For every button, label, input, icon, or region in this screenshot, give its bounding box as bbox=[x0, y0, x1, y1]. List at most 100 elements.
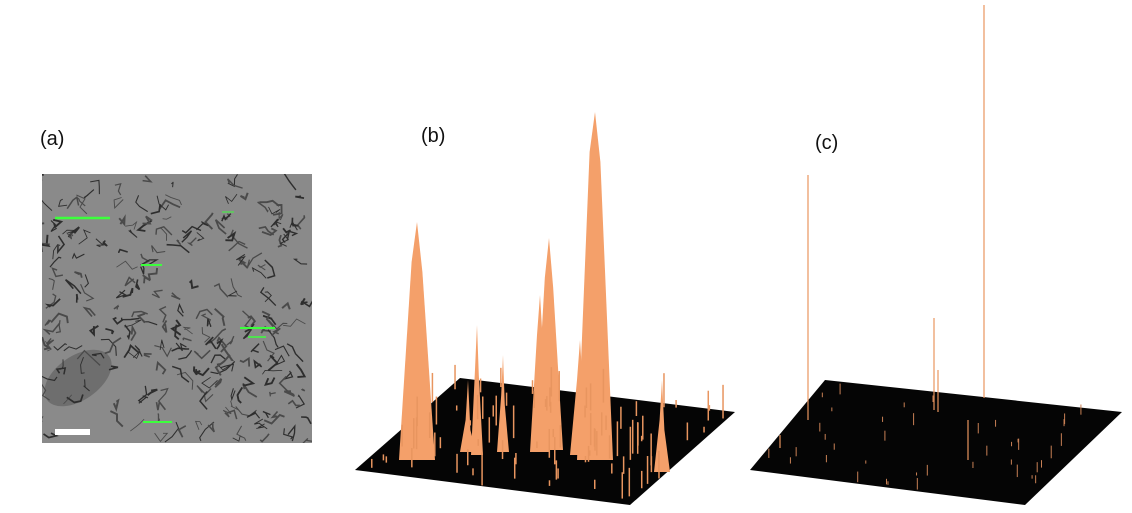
cell-edge bbox=[275, 354, 286, 366]
cell-edge bbox=[171, 292, 181, 300]
cell-edge bbox=[182, 326, 193, 335]
cell-edge bbox=[270, 327, 281, 337]
cell-edge bbox=[196, 385, 212, 396]
surface-peaks bbox=[371, 112, 724, 499]
cell-edge bbox=[76, 349, 101, 366]
cell-edge bbox=[102, 240, 108, 247]
cell-edge bbox=[216, 336, 228, 353]
micrograph-region bbox=[44, 349, 112, 407]
cell-edge bbox=[120, 317, 140, 321]
cell-edge bbox=[151, 245, 166, 254]
cell-edge bbox=[91, 352, 105, 359]
cell-edge bbox=[130, 324, 137, 342]
cell-edge bbox=[227, 174, 238, 188]
cell-edge bbox=[283, 174, 297, 191]
cell-edge bbox=[225, 193, 238, 204]
surface-base bbox=[750, 380, 1122, 505]
micrograph bbox=[42, 174, 312, 443]
cell-edge bbox=[287, 399, 300, 407]
cell-edge bbox=[214, 354, 231, 376]
cell-edge bbox=[45, 340, 52, 352]
cell-edge bbox=[259, 199, 280, 207]
cell-edge bbox=[264, 291, 272, 303]
cell-edge bbox=[66, 232, 74, 240]
cell-edge bbox=[55, 367, 67, 375]
cell-edge bbox=[63, 345, 83, 352]
cell-edge bbox=[130, 418, 145, 432]
cell-edge bbox=[71, 252, 85, 259]
cell-edge bbox=[230, 229, 248, 249]
cell-edge bbox=[207, 422, 215, 433]
cell-edge bbox=[42, 336, 52, 351]
cell-edge bbox=[194, 420, 203, 430]
cell-edge bbox=[174, 324, 180, 340]
cell-edge bbox=[136, 312, 146, 324]
cell-edge bbox=[239, 356, 251, 367]
cell-edge bbox=[213, 282, 229, 298]
cell-edge bbox=[82, 306, 96, 318]
cell-edge bbox=[261, 227, 278, 237]
cell-edge bbox=[74, 271, 83, 278]
cell-edge bbox=[128, 229, 138, 238]
cell-edge bbox=[159, 227, 168, 241]
cell-edge bbox=[84, 274, 90, 288]
cell-edge bbox=[171, 365, 190, 383]
cell-edge bbox=[236, 386, 244, 404]
cell-edge bbox=[281, 301, 291, 310]
cell-edge bbox=[157, 413, 161, 423]
cell-edge bbox=[262, 410, 271, 419]
cell-edge bbox=[251, 266, 267, 279]
cell-edge bbox=[296, 215, 306, 230]
cell-edge bbox=[268, 206, 281, 215]
cell-edge bbox=[175, 342, 187, 352]
cell-edge bbox=[161, 320, 168, 333]
cell-edge bbox=[104, 337, 122, 355]
cell-edge bbox=[196, 232, 205, 242]
cell-edge bbox=[182, 337, 192, 342]
cell-edge bbox=[158, 305, 167, 323]
cell-edge bbox=[195, 308, 213, 320]
cell-edge bbox=[295, 195, 305, 199]
cell-edge bbox=[193, 366, 198, 376]
cell-edge bbox=[214, 378, 223, 388]
cell-edge bbox=[48, 277, 55, 290]
cell-edge bbox=[254, 418, 268, 430]
cell-edge bbox=[286, 230, 299, 240]
cell-edge bbox=[210, 354, 226, 364]
cell-edge bbox=[66, 394, 84, 404]
cell-edge bbox=[42, 322, 61, 335]
cell-edge bbox=[42, 375, 58, 382]
cell-edge bbox=[221, 213, 232, 222]
cell-edge bbox=[162, 216, 172, 220]
cell-edge bbox=[123, 344, 140, 359]
cell-edge bbox=[158, 199, 181, 210]
cell-edge bbox=[256, 423, 265, 429]
cell-edge bbox=[124, 276, 136, 287]
cell-edge bbox=[131, 310, 148, 318]
cell-edge bbox=[295, 363, 307, 379]
cell-edge bbox=[100, 338, 117, 356]
fluorescence-spots bbox=[55, 211, 275, 423]
cell-edge bbox=[56, 235, 66, 255]
panel-label: (c) bbox=[815, 132, 838, 154]
cell-edge bbox=[203, 393, 214, 403]
cell-edge bbox=[42, 199, 53, 211]
cell-edge bbox=[267, 329, 279, 348]
cell-edge bbox=[49, 256, 62, 268]
cell-edge bbox=[155, 360, 167, 375]
cell-edge bbox=[44, 319, 52, 326]
cell-edge bbox=[146, 388, 158, 396]
cell-edge bbox=[140, 259, 159, 266]
panel-label: (b) bbox=[421, 125, 445, 147]
cell-edge bbox=[138, 395, 149, 404]
cell-edge bbox=[135, 195, 148, 213]
cell-edge bbox=[95, 238, 105, 248]
cell-edge bbox=[257, 264, 266, 271]
cell-edge bbox=[177, 302, 184, 317]
cell-edge bbox=[301, 388, 306, 392]
cell-edge bbox=[140, 264, 145, 275]
cell-edge bbox=[227, 290, 238, 297]
peak bbox=[497, 355, 509, 452]
cell-edge bbox=[171, 347, 190, 352]
